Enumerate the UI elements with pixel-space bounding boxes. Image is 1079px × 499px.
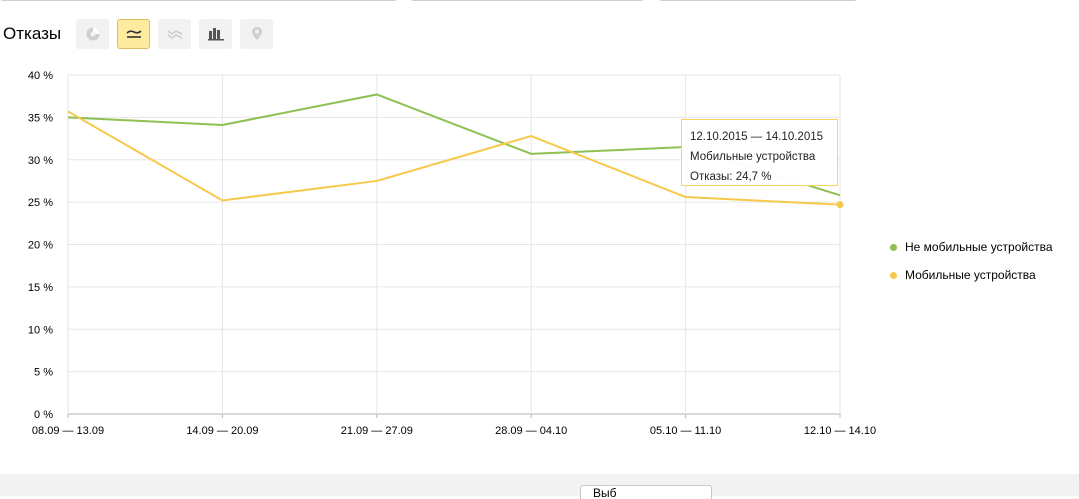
top-segmented-control[interactable] [0,0,397,1]
x-tick-label: 21.09 — 27.09 [341,425,413,437]
chart-axis-labels: 0 % 5 % 10 % 15 % 20 % 25 % 30 % 35 % 40 % 08.09 … [28,70,876,437]
series-line-mobile [67,110,841,206]
y-tick-label: 20 % [28,240,53,252]
map-pin-icon [251,27,262,40]
legend-label-desktop: Не мобильные устройства [905,240,1053,254]
tooltip-series: Мобильные устройства [690,151,816,163]
tooltip-value: Отказы: 24,7 % [690,171,772,183]
chart-legend: Не мобильные устройства Мобильные устрой… [890,233,1053,289]
y-tick-label: 15 % [28,282,53,294]
pie-chart-icon [86,27,100,41]
x-tick-label: 28.09 — 04.10 [495,425,567,437]
x-tick-label: 08.09 — 13.09 [32,425,104,437]
y-tick-label: 30 % [28,155,53,167]
chart-tooltip: 12.10.2015 — 14.10.2015 Мобильные устрой… [681,119,838,186]
tooltip-period: 12.10.2015 — 14.10.2015 [690,131,824,143]
area-chart-icon [167,30,182,39]
line-chart-button[interactable] [117,19,151,49]
legend-marker-desktop [890,243,897,251]
bottom-panel: Выб [0,474,1079,499]
top-select-2[interactable] [659,0,857,1]
area-chart-button[interactable] [158,19,192,49]
column-chart-button[interactable] [199,19,233,49]
chart-header: Отказы [0,18,281,50]
line-chart: 0 % 5 % 10 % 15 % 20 % 25 % 30 % 35 % 40 % 08.09 … [28,70,876,437]
y-tick-label: 35 % [28,112,53,124]
y-tick-label: 10 % [28,324,53,336]
map-button[interactable] [240,19,274,49]
bottom-select-button[interactable]: Выб [580,485,712,499]
y-tick-label: 25 % [28,197,53,209]
legend-label-mobile: Мобильные устройства [905,268,1036,282]
y-tick-label: 5 % [34,367,53,379]
x-tick-label: 05.10 — 11.10 [650,425,721,437]
y-tick-label: 40 % [28,70,53,82]
top-select[interactable] [410,0,644,1]
chart-grid [67,74,841,418]
line-chart-icon [126,30,142,38]
x-tick-label: 14.09 — 20.09 [186,425,258,437]
pie-chart-button[interactable] [76,19,110,49]
top-controls [0,0,1079,2]
chart-title: Отказы [3,24,62,43]
hovered-data-point [836,201,844,209]
legend-item-desktop[interactable]: Не мобильные устройства [890,233,1053,261]
x-tick-label: 12.10 — 14.10 [804,425,876,437]
legend-marker-mobile [890,271,897,279]
legend-item-mobile[interactable]: Мобильные устройства [890,261,1053,289]
column-chart-icon [207,28,224,41]
y-tick-label: 0 % [34,409,53,421]
